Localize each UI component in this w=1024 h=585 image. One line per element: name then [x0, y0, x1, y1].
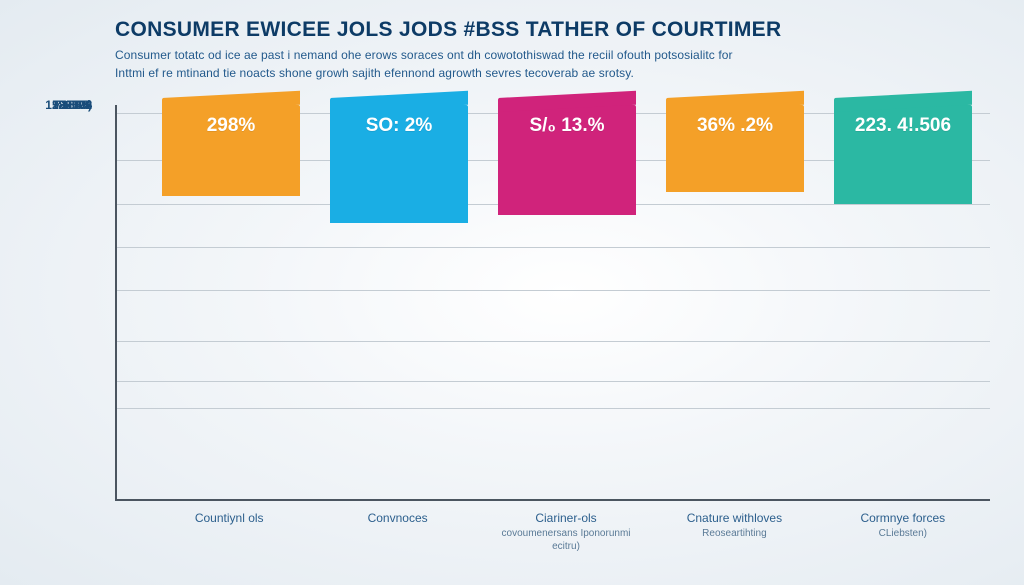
x-label-subline: CLiebsten) [836, 527, 970, 540]
subtitle-line-1: Consumer totatc od ice ae past i nemand … [115, 48, 733, 62]
x-label-subline: covoumenersans Iponorunmi ecitru) [499, 527, 633, 553]
chart-subtitle: Consumer totatc od ice ae past i nemand … [115, 46, 975, 82]
y-tick-label: 78 [79, 98, 92, 112]
x-label-line: Countiynl ols [195, 511, 264, 525]
bar-0: 298% [162, 105, 300, 196]
x-tick-label: Cormnye forces CLiebsten) [834, 505, 972, 553]
x-tick-label: Convnoces [328, 505, 466, 553]
bar-value-label: 298% [162, 115, 300, 137]
bar-slot: 223. 4!.506 [834, 105, 972, 499]
bar-slot: 298% [162, 105, 300, 499]
x-axis-labels: Countiynl ols Convnoces Ciariner-ols cov… [115, 505, 990, 553]
bar-3: 36% .2% [666, 105, 804, 192]
bar-chart: 180% 1282000 7358% 12800€ 580004 2006 59… [40, 105, 1000, 565]
bar-slot: SO: 2% [330, 105, 468, 499]
bar-value-label: S/₀ 13.% [498, 115, 636, 137]
chart-title: CONSUMER EWICEE JOLS JODS #BSS TATHER OF… [115, 18, 984, 42]
bar-slot: S/₀ 13.% [498, 105, 636, 499]
x-label-subline: Reoseartihting [667, 527, 801, 540]
bar-value-label: 223. 4!.506 [834, 115, 972, 137]
x-label-line: Convnoces [368, 511, 428, 525]
subtitle-line-2: Inttmi ef re mtinand tie noacts shone gr… [115, 66, 634, 80]
x-tick-label: Countiynl ols [160, 505, 298, 553]
bar-4: 223. 4!.506 [834, 105, 972, 204]
bar-1: SO: 2% [330, 105, 468, 223]
x-tick-label: Ciariner-ols covoumenersans Iponorunmi e… [497, 505, 635, 553]
bar-value-label: SO: 2% [330, 115, 468, 137]
x-tick-label: Cnature withloves Reoseartihting [665, 505, 803, 553]
plot-area: 298% SO: 2% S/₀ 13.% 36% .2% 223 [115, 105, 990, 501]
bar-slot: 36% .2% [666, 105, 804, 499]
bars-container: 298% SO: 2% S/₀ 13.% 36% .2% 223 [117, 105, 990, 499]
bar-value-label: 36% .2% [666, 115, 804, 137]
x-label-line: Cormnye forces [860, 511, 945, 525]
x-label-line: Cnature withloves [687, 511, 782, 525]
x-label-line: Ciariner-ols [535, 511, 596, 525]
chart-header: CONSUMER EWICEE JOLS JODS #BSS TATHER OF… [115, 18, 984, 82]
bar-2: S/₀ 13.% [498, 105, 636, 215]
